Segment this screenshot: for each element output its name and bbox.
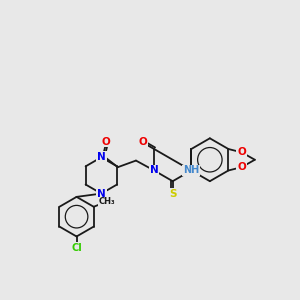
Text: Cl: Cl (71, 243, 82, 253)
Text: NH: NH (183, 166, 200, 176)
Text: CH₃: CH₃ (99, 197, 115, 206)
Text: O: O (102, 136, 111, 147)
Text: N: N (150, 166, 158, 176)
Text: O: O (138, 137, 147, 147)
Text: O: O (237, 162, 246, 172)
Text: S: S (169, 189, 176, 199)
Text: N: N (97, 189, 106, 199)
Text: O: O (237, 147, 246, 157)
Text: N: N (97, 152, 106, 162)
